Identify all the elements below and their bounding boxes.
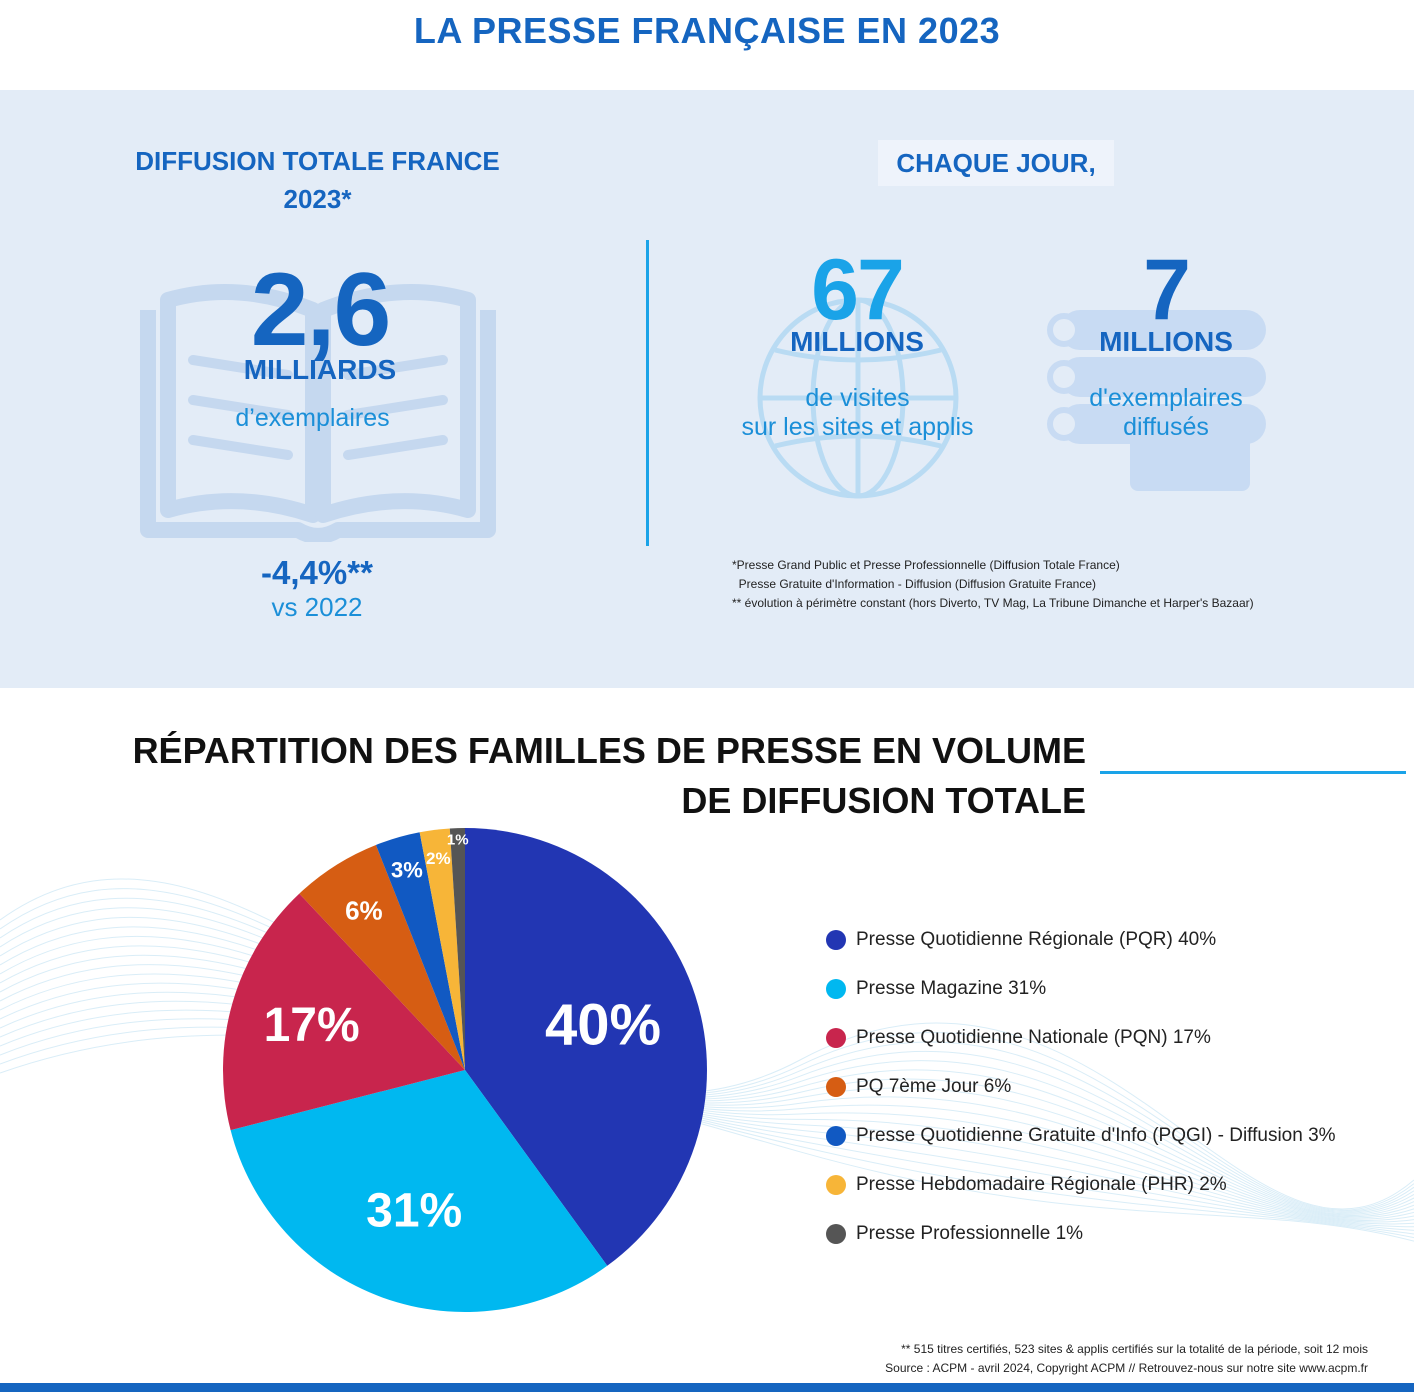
copies-desc-line1: d'exemplaires <box>1089 384 1243 412</box>
legend-label: Presse Quotidienne Gratuite d'Info (PQGI… <box>856 1124 1336 1146</box>
legend-item: Presse Quotidienne Régionale (PQR) 40% <box>826 915 1336 964</box>
wave-line <box>0 945 1414 1217</box>
wave-line <box>0 897 1414 1212</box>
visits-desc: de visites sur les sites et applis <box>700 384 1015 442</box>
legend-item: Presse Hebdomadaire Régionale (PHR) 2% <box>826 1160 1336 1209</box>
copies-value: 7 <box>1143 242 1191 338</box>
diffusion-title: DIFFUSION TOTALE FRANCE 2023* <box>100 142 535 218</box>
chart-title-line2: DE DIFFUSION TOTALE <box>681 780 1086 821</box>
pie-slice <box>375 832 465 1070</box>
wave-line <box>0 1026 1414 1239</box>
bottom-bar <box>0 1383 1414 1392</box>
legend-item: Presse Magazine 31% <box>826 964 1336 1013</box>
wave-line <box>0 982 1414 1223</box>
open-book-icon <box>140 284 496 542</box>
daily-title-box: CHAQUE JOUR, <box>878 140 1114 186</box>
title-accent-line <box>1100 771 1406 774</box>
pie-slice <box>449 828 465 1070</box>
footnotes: *Presse Grand Public et Presse Professio… <box>732 556 1254 613</box>
wave-line <box>0 1018 1414 1235</box>
wave-line <box>0 916 1414 1214</box>
wave-line <box>0 973 1414 1221</box>
legend-label: Presse Quotidienne Régionale (PQR) 40% <box>856 928 1217 950</box>
slice-label: 17% <box>264 999 360 1052</box>
legend-item: PQ 7ème Jour 6% <box>826 1062 1336 1111</box>
visits-desc-line1: de visites <box>805 384 910 412</box>
slice-label: 31% <box>366 1185 462 1238</box>
globe-icon <box>757 297 959 499</box>
daily-title: CHAQUE JOUR, <box>896 147 1096 178</box>
legend-item: Presse Quotidienne Gratuite d'Info (PQGI… <box>826 1111 1336 1160</box>
pie-slice <box>465 828 707 1266</box>
wave-line <box>0 954 1414 1219</box>
pie-chart: 40% 31% 17% 6% 3% 2%1% <box>223 828 707 1312</box>
wave-line <box>0 888 1414 1211</box>
copies-desc-line2: diffusés <box>1123 413 1209 441</box>
footer-note: ** 515 titres certifiés, 523 sites & app… <box>901 1342 1368 1356</box>
legend-item: Presse Professionnelle 1% <box>826 1209 1336 1258</box>
legend-item: Presse Quotidienne Nationale (PQN) 17% <box>826 1013 1336 1062</box>
legend-swatch <box>826 929 846 950</box>
legend-swatch <box>826 1125 846 1146</box>
source-footer: ** 515 titres certifiés, 523 sites & app… <box>700 1340 1368 1378</box>
slice-label: 1% <box>447 832 469 849</box>
chart-title: RÉPARTITION DES FAMILLES DE PRESSE EN VO… <box>60 726 1086 826</box>
pie-slice <box>230 1070 608 1312</box>
diffusion-title-line1: DIFFUSION TOTALE FRANCE <box>135 146 500 176</box>
diffusion-title-line2: 2023* <box>283 184 352 214</box>
slice-label: 6% <box>345 896 383 926</box>
diffusion-value: 2,6 <box>250 252 392 368</box>
chart-title-line1: RÉPARTITION DES FAMILLES DE PRESSE EN VO… <box>132 730 1086 771</box>
visits-value: 67 <box>811 242 905 338</box>
legend-swatch <box>826 1027 846 1048</box>
footnote: *Presse Grand Public et Presse Professio… <box>732 558 1120 572</box>
wave-line <box>0 1009 1414 1231</box>
visits-unit: MILLIONS <box>790 326 924 357</box>
wave-background <box>0 878 1414 1242</box>
slice-label: 40% <box>545 993 661 1058</box>
newspaper-roll-icon <box>1047 310 1266 491</box>
chart-legend: Presse Quotidienne Régionale (PQR) 40% Pr… <box>826 915 1336 1258</box>
slice-label: 2% <box>426 849 451 868</box>
legend-label: Presse Magazine 31% <box>856 977 1047 999</box>
copies-desc: d'exemplaires diffusés <box>1050 384 1282 442</box>
footnote: Presse Gratuite d'Information - Diffusio… <box>732 577 1096 591</box>
legend-swatch <box>826 1223 846 1244</box>
footnote: ** évolution à périmètre constant (hors … <box>732 596 1254 610</box>
legend-swatch <box>826 978 846 999</box>
wave-line <box>0 935 1414 1216</box>
visits-desc-line2: sur les sites et applis <box>741 413 974 441</box>
legend-swatch <box>826 1076 846 1097</box>
copies-unit: MILLIONS <box>1099 326 1233 357</box>
diffusion-change-ref: vs 2022 <box>271 592 363 622</box>
legend-label: Presse Professionnelle 1% <box>856 1222 1084 1244</box>
pie-slice <box>223 893 465 1131</box>
diffusion-unit: MILLIARDS <box>243 354 397 385</box>
wave-line <box>0 926 1414 1215</box>
pie-slice <box>419 828 465 1070</box>
diffusion-change: -4,4%** <box>261 554 373 591</box>
diffusion-desc: d’exemplaires <box>235 404 390 432</box>
wave-line <box>0 1000 1414 1228</box>
legend-label: PQ 7ème Jour 6% <box>856 1075 1012 1097</box>
wave-line <box>0 991 1414 1225</box>
legend-label: Presse Hebdomadaire Régionale (PHR) 2% <box>856 1173 1227 1195</box>
wave-line <box>0 964 1414 1220</box>
footer-source: Source : ACPM - avril 2024, Copyright AC… <box>885 1361 1368 1375</box>
page-title: LA PRESSE FRANÇAISE EN 2023 <box>413 10 1001 51</box>
wave-line <box>0 907 1414 1213</box>
legend-label: Presse Quotidienne Nationale (PQN) 17% <box>856 1026 1211 1048</box>
section-divider <box>646 240 649 546</box>
legend-swatch <box>826 1174 846 1195</box>
wave-line <box>0 878 1414 1210</box>
slice-label: 3% <box>391 858 423 883</box>
pie-slice <box>299 844 465 1070</box>
